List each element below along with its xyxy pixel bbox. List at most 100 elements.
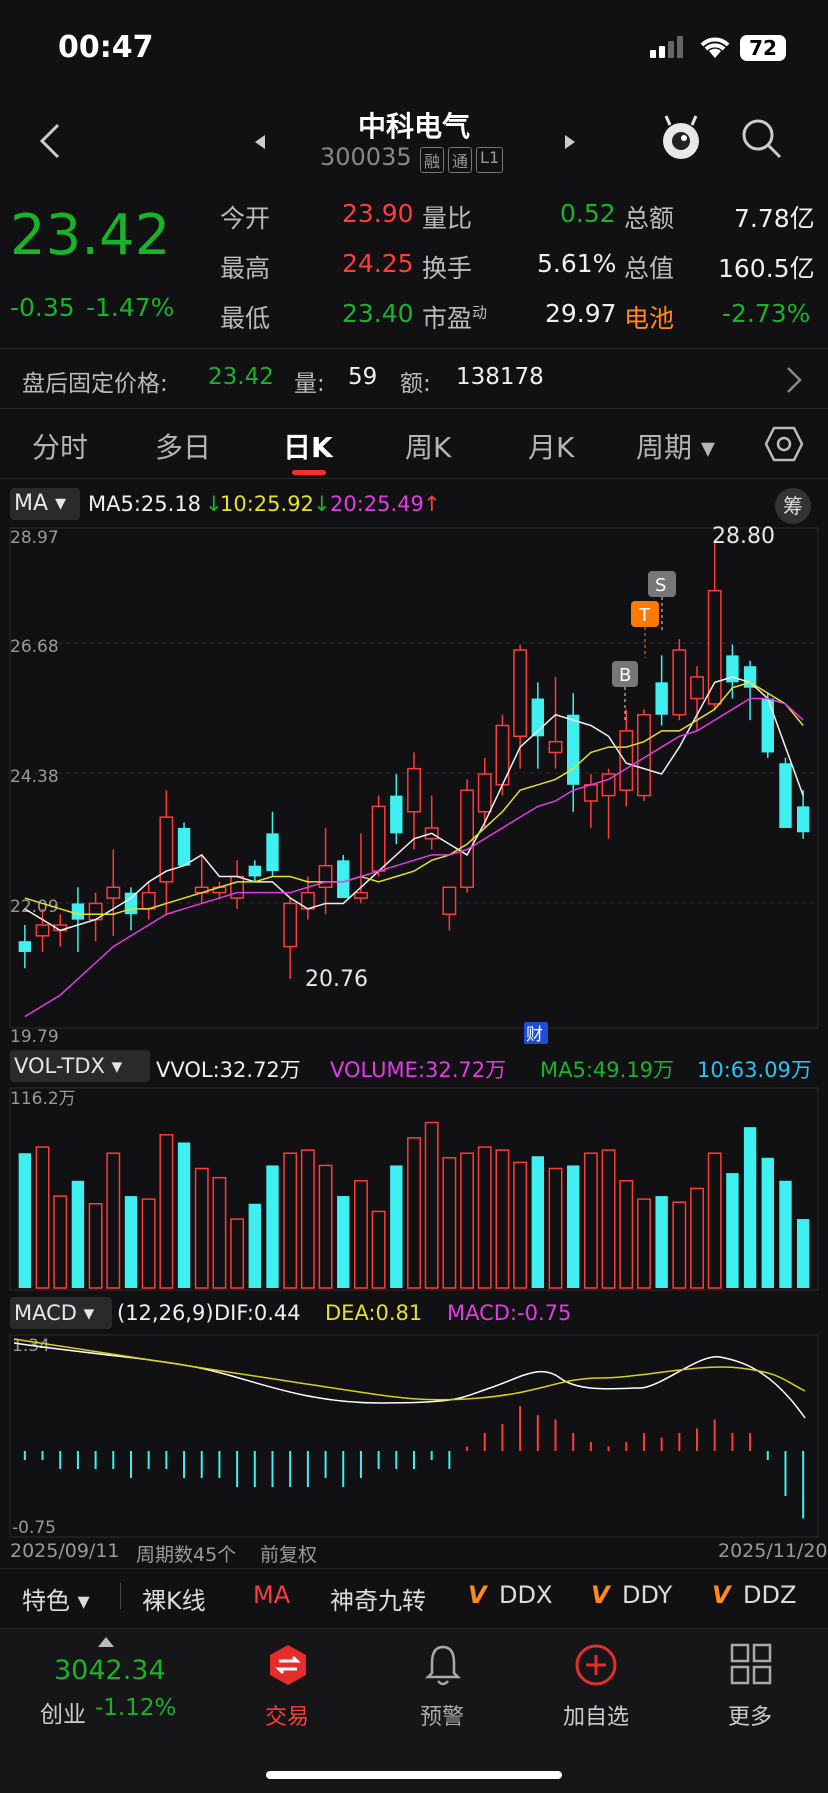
volume-bar xyxy=(601,1149,616,1289)
nav-alert[interactable]: 预警 xyxy=(382,1629,502,1731)
volume-chart: 116.2万 xyxy=(9,1087,819,1291)
ma10-arrow: ↓ xyxy=(313,492,331,516)
volume-bar xyxy=(106,1152,121,1289)
sector-change: -2.73% xyxy=(722,299,811,328)
after-hours-vol-label: 量: xyxy=(294,371,325,397)
tab-period[interactable]: 周期 ▾ xyxy=(636,431,715,464)
candle xyxy=(248,860,261,882)
candle xyxy=(442,886,457,931)
candle xyxy=(477,757,492,828)
volume-bar xyxy=(337,1196,350,1288)
nav-add-watchlist-label: 加自选 xyxy=(562,1705,629,1730)
divider xyxy=(0,408,828,409)
market-cap-value: 160.5亿 xyxy=(718,254,815,283)
macd-selector[interactable]: MACD ▾ xyxy=(10,1297,112,1329)
indicator-ddz[interactable]: DDZ xyxy=(743,1581,797,1609)
volume-bar xyxy=(796,1219,810,1288)
indicator-nine-turn[interactable]: 神奇九转 xyxy=(330,1587,426,1615)
next-stock-icon[interactable] xyxy=(563,135,575,149)
prev-stock-icon[interactable] xyxy=(255,135,267,149)
ma-line-ma10 xyxy=(24,681,804,915)
clock: 00:47 xyxy=(58,30,154,65)
high-annotation: 28.80 xyxy=(712,525,775,549)
indicator-bare-k[interactable]: 裸K线 xyxy=(142,1587,206,1615)
pe-label: 市盈动 xyxy=(422,303,488,333)
sector-label[interactable]: 电池 xyxy=(624,304,675,333)
nav-trade[interactable]: 交易 xyxy=(227,1629,347,1731)
amount-label: 总额 xyxy=(624,204,675,233)
buy-marker-label: B xyxy=(619,665,631,686)
axis-label-3: 24.38 xyxy=(10,767,59,787)
settings-hex-icon[interactable] xyxy=(764,424,804,464)
high-label: 最高 xyxy=(220,254,271,283)
turnover-value: 5.61% xyxy=(537,249,617,278)
candle xyxy=(318,827,333,915)
tab-monthly-k[interactable]: 月K xyxy=(528,431,575,464)
candle xyxy=(194,854,209,904)
axis-label-4: 22.09 xyxy=(10,897,59,917)
back-icon[interactable] xyxy=(38,123,62,159)
nav-more[interactable]: 更多 xyxy=(690,1629,810,1731)
candle xyxy=(743,660,757,721)
volume-bar xyxy=(35,1146,50,1289)
vol-selector[interactable]: VOL-TDX ▾ xyxy=(10,1050,150,1082)
buy-marker xyxy=(612,661,638,687)
candle xyxy=(796,790,810,839)
vvol-legend: VVOL:32.72万 xyxy=(156,1058,301,1082)
trade-icon xyxy=(270,1645,306,1685)
tab-weekly-k[interactable]: 周K xyxy=(405,431,452,464)
candle xyxy=(230,860,245,909)
after-hours-amt-label: 额: xyxy=(400,371,431,397)
after-hours-row[interactable]: 盘后固定价格: 23.42 量: 59 额: 138178 xyxy=(0,350,828,408)
indicator-ddx[interactable]: DDX xyxy=(499,1581,553,1609)
period-tabs: 分时 多日 日K 周K 月K 周期 ▾ xyxy=(0,410,828,479)
index-change: -1.12% xyxy=(95,1695,177,1721)
adjust-mode[interactable]: 前复权 xyxy=(260,1544,318,1566)
volume-bar xyxy=(194,1167,209,1289)
tab-multiday[interactable]: 多日 xyxy=(155,431,212,464)
nav-trade-label: 交易 xyxy=(264,1705,309,1730)
nav-add-watchlist[interactable]: 加自选 xyxy=(536,1629,656,1731)
indicator-ddy[interactable]: DDY xyxy=(622,1581,673,1609)
badge-l1: L1 xyxy=(476,147,504,173)
ma-selector[interactable]: MA ▾ xyxy=(10,488,80,520)
volume-bar xyxy=(407,1137,421,1289)
price-change: -0.35 xyxy=(10,293,75,322)
mascot-icon[interactable] xyxy=(658,113,704,163)
volume-bar xyxy=(548,1167,563,1289)
candle xyxy=(159,790,174,915)
candle xyxy=(672,639,687,721)
search-icon[interactable] xyxy=(740,117,782,159)
volume-bar xyxy=(619,1180,634,1289)
caret-up-icon[interactable] xyxy=(98,1637,114,1647)
kline-chart[interactable]: 28.97 26.68 24.38 22.09 19.79 28.80 20.7… xyxy=(0,525,828,1045)
candle xyxy=(424,795,439,850)
indicator-special[interactable]: 特色 ▾ xyxy=(22,1587,90,1615)
after-hours-amt: 138178 xyxy=(456,364,544,390)
candle xyxy=(71,887,85,952)
dif-legend: DIF:0.44 xyxy=(214,1301,301,1325)
bell-icon xyxy=(424,1645,462,1686)
candle xyxy=(353,833,368,904)
high-value: 24.25 xyxy=(342,249,414,278)
period-count: 周期数45个 xyxy=(136,1544,237,1566)
candle xyxy=(18,925,32,969)
low-label: 最低 xyxy=(220,304,271,333)
finance-marker-label: 财 xyxy=(526,1025,543,1045)
tab-intraday[interactable]: 分时 xyxy=(32,431,89,464)
axis-label-top: 28.97 xyxy=(10,528,59,548)
chip-distribution-button[interactable]: 筹 xyxy=(775,488,811,524)
indicator-ma[interactable]: MA xyxy=(253,1581,291,1609)
t-marker-label: T xyxy=(638,605,651,626)
volume-bar xyxy=(690,1187,704,1289)
badge-tong: 通 xyxy=(448,147,473,173)
low-annotation: 20.76 xyxy=(305,967,368,992)
tab-daily-k[interactable]: 日K xyxy=(283,431,333,464)
index-value[interactable]: 3042.34 xyxy=(54,1655,166,1686)
active-tab-indicator xyxy=(292,470,326,475)
ma20-legend: 20:25.49 xyxy=(330,492,424,516)
wifi-icon xyxy=(700,37,730,58)
candle xyxy=(371,795,386,877)
volume-bar xyxy=(672,1201,687,1289)
index-name: 创业 xyxy=(40,1702,86,1728)
